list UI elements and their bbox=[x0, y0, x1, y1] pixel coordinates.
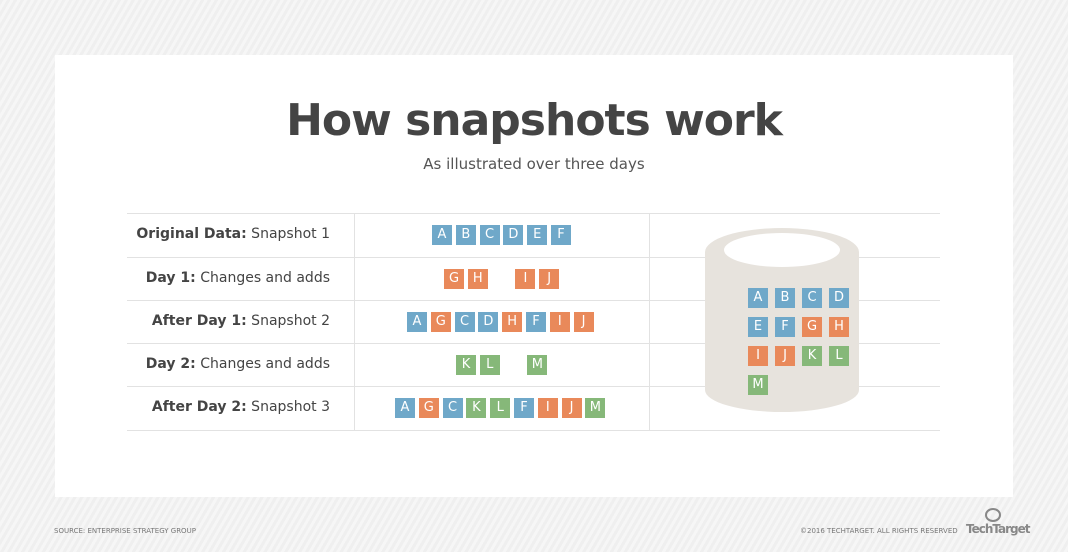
data-block-j: J bbox=[573, 312, 594, 332]
row-divider bbox=[127, 300, 940, 301]
data-block-h: H bbox=[467, 269, 488, 289]
row-label: Day 1: Changes and adds bbox=[127, 257, 330, 300]
subtitle: As illustrated over three days bbox=[423, 155, 645, 173]
data-block-c: C bbox=[479, 225, 500, 245]
data-block-i: I bbox=[537, 398, 558, 418]
data-block-i: I bbox=[748, 346, 768, 366]
data-block-l: L bbox=[490, 398, 511, 418]
source-note: SOURCE: ENTERPRISE STRATEGY GROUP bbox=[54, 527, 196, 535]
data-block-f: F bbox=[514, 398, 534, 418]
data-block-m: M bbox=[748, 375, 768, 395]
data-block-k: K bbox=[456, 355, 476, 375]
data-block-k: K bbox=[466, 398, 487, 418]
row-label: Original Data: Snapshot 1 bbox=[127, 213, 330, 256]
row-label-rest: Snapshot 3 bbox=[246, 399, 330, 415]
data-block-c: C bbox=[454, 312, 475, 332]
data-block-h: H bbox=[829, 317, 849, 337]
data-block-l: L bbox=[829, 346, 849, 366]
column-divider bbox=[354, 213, 355, 430]
data-block-m: M bbox=[527, 355, 548, 375]
data-block-k: K bbox=[802, 346, 822, 366]
data-block-m: M bbox=[585, 398, 606, 418]
row-label: Day 2: Changes and adds bbox=[127, 343, 330, 386]
row-label-rest: Snapshot 1 bbox=[246, 226, 330, 242]
data-block-g: G bbox=[418, 398, 439, 418]
row-label-rest: Snapshot 2 bbox=[246, 313, 330, 329]
data-block-c: C bbox=[442, 398, 463, 418]
data-block-i: I bbox=[515, 269, 536, 289]
data-block-a: A bbox=[395, 398, 415, 418]
data-block-a: A bbox=[407, 312, 427, 332]
row-divider bbox=[127, 213, 940, 214]
techtarget-logo: TechTarget bbox=[966, 522, 1031, 536]
page-title: How snapshots work bbox=[286, 95, 783, 146]
data-block-d: D bbox=[829, 288, 849, 308]
data-block-d: D bbox=[503, 225, 524, 245]
data-block-f: F bbox=[526, 312, 546, 332]
row-label-rest: Changes and adds bbox=[195, 356, 330, 372]
eye-logo-icon bbox=[985, 508, 1001, 522]
row-label-bold: Day 2: bbox=[145, 356, 196, 372]
row-divider bbox=[127, 430, 940, 431]
column-divider bbox=[649, 213, 650, 430]
row-divider bbox=[127, 257, 940, 258]
data-block-b: B bbox=[455, 225, 476, 245]
row-divider bbox=[127, 386, 940, 387]
data-block-g: G bbox=[444, 269, 464, 289]
row-label-bold: After Day 2: bbox=[151, 399, 247, 415]
copyright: ©2016 TECHTARGET. ALL RIGHTS RESERVED bbox=[800, 527, 958, 535]
row-label-bold: Original Data: bbox=[136, 226, 247, 242]
data-block-j: J bbox=[539, 269, 560, 289]
row-label-rest: Changes and adds bbox=[195, 270, 330, 286]
data-block-e: E bbox=[527, 225, 548, 245]
data-block-f: F bbox=[551, 225, 571, 245]
data-block-d: D bbox=[478, 312, 499, 332]
data-block-g: G bbox=[802, 317, 822, 337]
data-block-a: A bbox=[432, 225, 452, 245]
data-block-g: G bbox=[430, 312, 451, 332]
data-block-h: H bbox=[502, 312, 523, 332]
data-block-f: F bbox=[775, 317, 795, 337]
row-label-bold: After Day 1: bbox=[151, 313, 247, 329]
data-block-l: L bbox=[479, 355, 500, 375]
row-divider bbox=[127, 343, 940, 344]
data-block-b: B bbox=[775, 288, 795, 308]
data-block-a: A bbox=[748, 288, 768, 308]
data-block-j: J bbox=[561, 398, 582, 418]
row-label: After Day 2: Snapshot 3 bbox=[127, 386, 330, 429]
row-label: After Day 1: Snapshot 2 bbox=[127, 300, 330, 343]
data-block-c: C bbox=[802, 288, 822, 308]
data-block-i: I bbox=[549, 312, 570, 332]
row-label-bold: Day 1: bbox=[145, 270, 196, 286]
data-block-j: J bbox=[775, 346, 795, 366]
data-block-e: E bbox=[748, 317, 768, 337]
